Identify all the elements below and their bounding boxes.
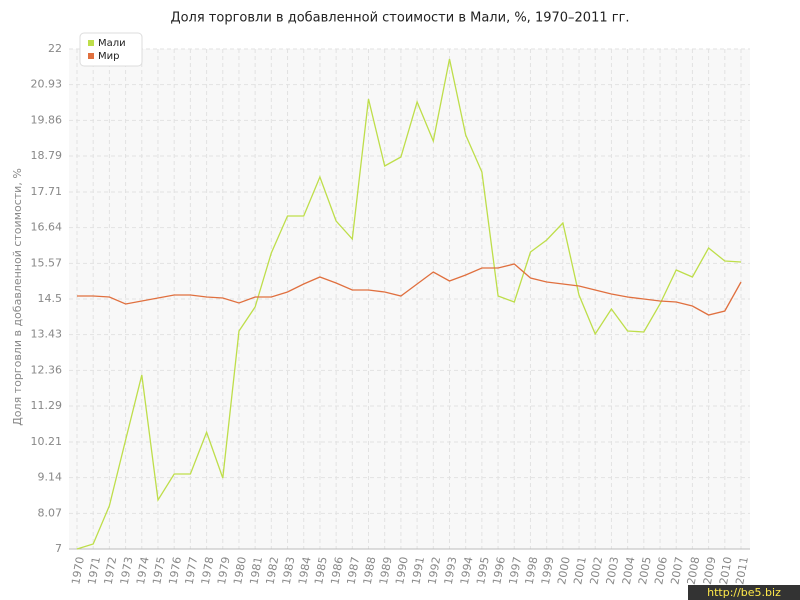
x-tick-label: 1972 bbox=[102, 556, 120, 586]
x-tick-label: 1971 bbox=[85, 556, 103, 586]
x-tick-label: 1994 bbox=[458, 556, 476, 586]
y-tick-label: 19.86 bbox=[31, 113, 63, 126]
x-tick-label: 1984 bbox=[296, 556, 314, 586]
x-tick-label: 2001 bbox=[571, 556, 589, 586]
x-tick-label: 1970 bbox=[69, 556, 87, 586]
legend-label: Мали bbox=[98, 38, 126, 49]
x-tick-label: 1997 bbox=[507, 556, 525, 586]
x-tick-label: 1982 bbox=[264, 556, 282, 586]
x-tick-label: 1995 bbox=[474, 556, 492, 586]
x-tick-label: 1999 bbox=[539, 556, 557, 586]
x-tick-label: 1986 bbox=[328, 556, 346, 586]
y-tick-label: 10.21 bbox=[31, 435, 63, 448]
x-tick-label: 2002 bbox=[587, 556, 605, 586]
y-tick-label: 9.14 bbox=[38, 471, 63, 484]
y-tick-label: 16.64 bbox=[31, 221, 63, 234]
x-tick-label: 1988 bbox=[361, 556, 379, 586]
x-tick-label: 2010 bbox=[717, 556, 735, 586]
x-tick-label: 1974 bbox=[134, 556, 152, 586]
x-tick-label: 2007 bbox=[668, 556, 686, 586]
y-tick-label: 8.07 bbox=[38, 506, 63, 519]
x-tick-label: 2003 bbox=[604, 556, 622, 586]
x-tick-label: 2006 bbox=[652, 556, 670, 586]
y-tick-label: 11.29 bbox=[31, 399, 63, 412]
x-tick-label: 1983 bbox=[280, 556, 298, 586]
y-tick-label: 14.5 bbox=[38, 292, 63, 305]
y-tick-label: 17.71 bbox=[31, 185, 63, 198]
x-tick-label: 1998 bbox=[523, 556, 541, 586]
x-tick-label: 1979 bbox=[215, 556, 233, 586]
legend-box bbox=[79, 32, 143, 67]
y-tick-label: 15.57 bbox=[31, 256, 63, 269]
y-tick-label: 12.36 bbox=[31, 363, 63, 376]
legend: Мали Мир bbox=[79, 32, 143, 67]
x-tick-label: 2005 bbox=[636, 556, 654, 586]
y-tick-label: 13.43 bbox=[31, 328, 63, 341]
x-tick-label: 1973 bbox=[118, 556, 136, 586]
data-line bbox=[77, 263, 742, 316]
legend-swatch bbox=[88, 53, 94, 59]
x-tick-label: 1980 bbox=[231, 556, 249, 586]
x-tick-label: 1987 bbox=[345, 556, 363, 586]
x-tick-label: 1976 bbox=[166, 556, 184, 586]
x-tick-label: 1975 bbox=[150, 556, 168, 586]
x-tick-label: 2004 bbox=[620, 556, 638, 586]
x-tick-label: 1981 bbox=[247, 556, 265, 586]
x-tick-label: 1991 bbox=[409, 556, 427, 586]
x-tick-label: 2008 bbox=[685, 556, 703, 586]
data-line bbox=[76, 58, 742, 550]
chart-title: Доля торговли в добавленной стоимости в … bbox=[170, 11, 629, 26]
x-tick-label: 1978 bbox=[199, 556, 217, 586]
y-axis-label: Доля торговли в добавленной стоимости, % bbox=[11, 168, 24, 426]
watermark-bg bbox=[688, 585, 800, 600]
x-tick-label: 2011 bbox=[733, 556, 751, 586]
y-tick-label: 7 bbox=[55, 542, 62, 555]
x-tick-label: 2000 bbox=[555, 556, 573, 586]
x-tick-label: 1996 bbox=[490, 556, 508, 586]
x-tick-label: 1985 bbox=[312, 556, 330, 586]
legend-label: Мир bbox=[98, 51, 119, 62]
y-tick-label: 20.93 bbox=[31, 78, 63, 91]
x-tick-label: 1977 bbox=[183, 556, 201, 586]
watermark: http://be5.biz bbox=[707, 586, 781, 599]
x-tick-label: 1989 bbox=[377, 556, 395, 586]
x-tick-label: 2009 bbox=[701, 556, 719, 586]
legend-swatch bbox=[88, 40, 94, 46]
x-tick-label: 1993 bbox=[442, 556, 460, 586]
x-tick-label: 1990 bbox=[393, 556, 411, 586]
y-tick-label: 22 bbox=[48, 42, 62, 55]
x-tick-label: 1992 bbox=[426, 556, 444, 586]
y-tick-label: 18.79 bbox=[31, 149, 63, 162]
